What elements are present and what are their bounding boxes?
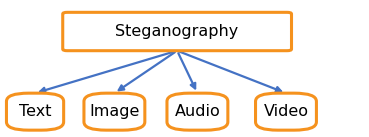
Text: Steganography: Steganography (115, 24, 239, 39)
FancyBboxPatch shape (255, 93, 317, 130)
FancyBboxPatch shape (7, 93, 63, 130)
FancyBboxPatch shape (63, 12, 292, 51)
Text: Text: Text (19, 104, 51, 119)
Text: Image: Image (89, 104, 139, 119)
Text: Video: Video (263, 104, 308, 119)
FancyBboxPatch shape (84, 93, 145, 130)
FancyBboxPatch shape (167, 93, 228, 130)
Text: Audio: Audio (175, 104, 220, 119)
